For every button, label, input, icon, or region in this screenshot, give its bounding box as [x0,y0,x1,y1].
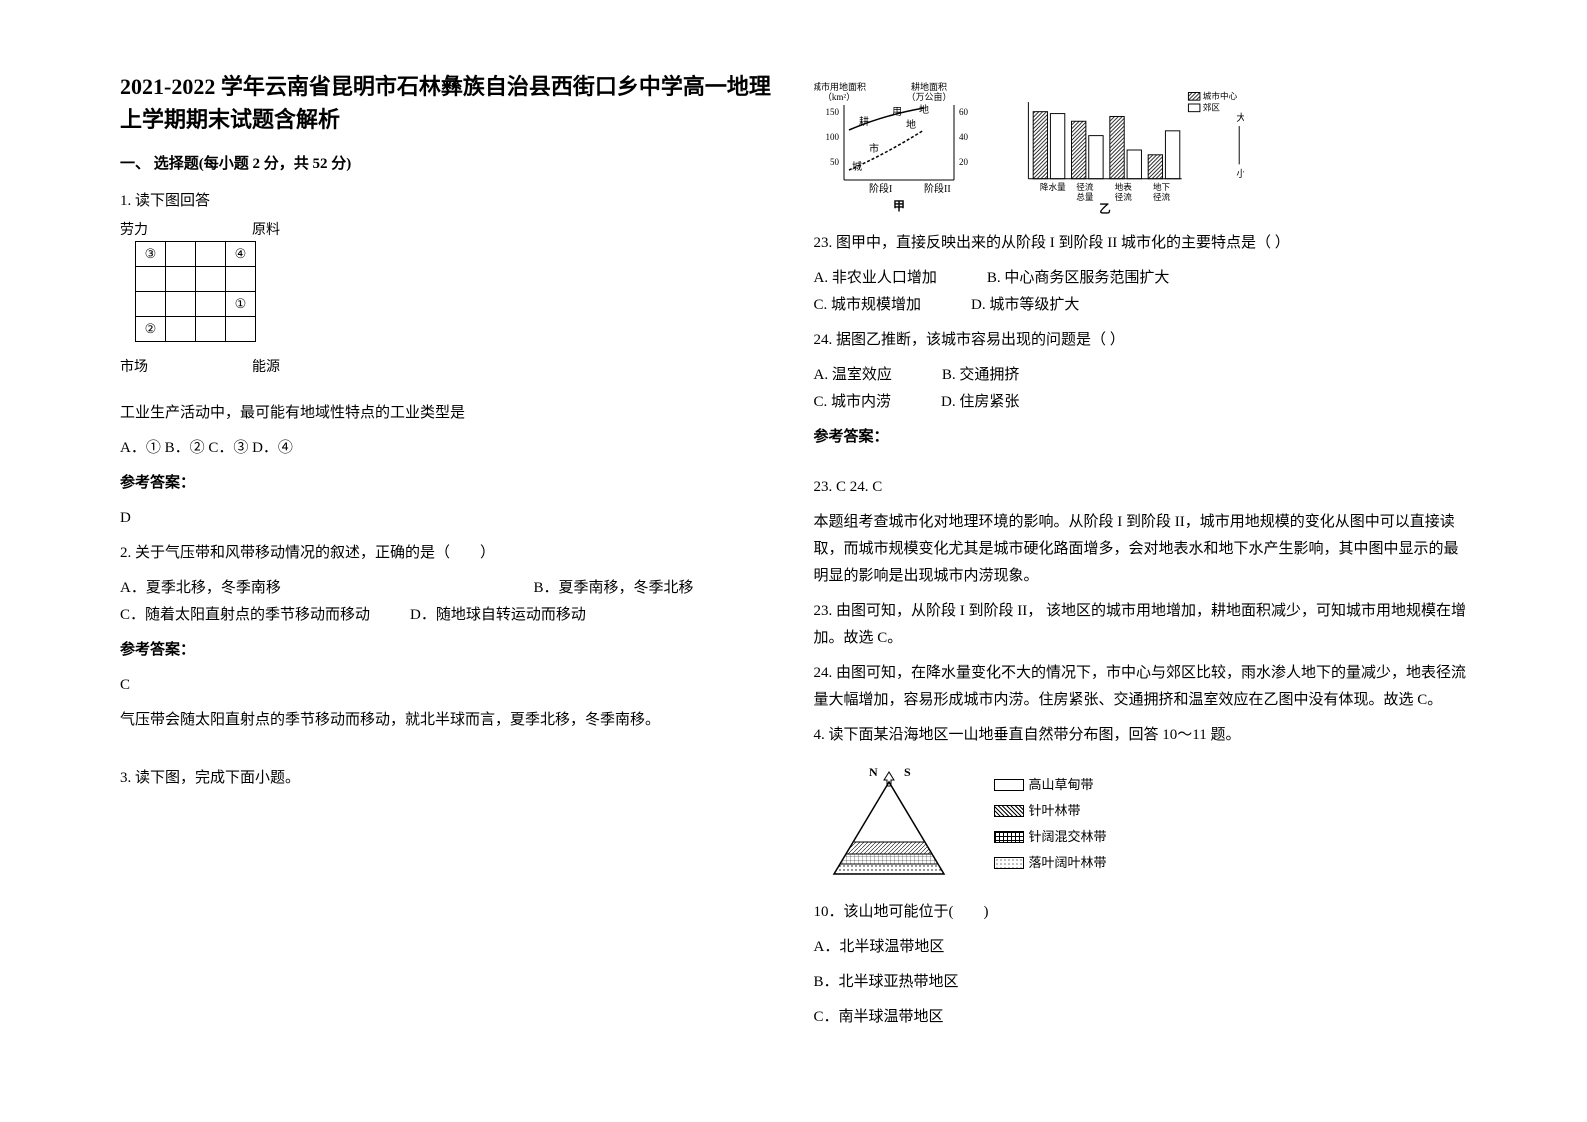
q23-optA: A. 非农业人口增加 [814,265,937,292]
svg-text:N: N [869,765,878,779]
svg-text:地: 地 [919,103,929,116]
q1-label-bottomright: 能源 [252,355,280,380]
q10-optC: C．南半球温带地区 [814,1004,1468,1031]
svg-text:（km²）: （km²） [822,92,854,102]
q2-prompt: 2. 关于气压带和风带移动情况的叙述，正确的是（ ） [120,540,774,567]
svg-text:城: 城 [852,161,862,173]
q10-optB: B．北半球亚热带地区 [814,969,1468,996]
q10-prompt: 10．该山地可能位于( ) [814,899,1468,926]
q1-answer-label: 参考答案： [120,470,774,497]
q24-optA: A. 温室效应 [814,362,892,389]
q1-diagram: 劳力 原料 ③④ ① ② 市场 能源 [120,223,280,362]
mountain-legend: 高山草甸带 针叶林带 针阔混交林带 落叶阔叶林带 [994,772,1107,876]
svg-text:大: 大 [1236,112,1244,124]
svg-text:降水量: 降水量 [1039,181,1065,192]
q4-prompt: 4. 读下面某沿海地区一山地垂直自然带分布图，回答 10～11 题。 [814,722,1468,749]
q24-optC: C. 城市内涝 [814,389,892,416]
q24-optB: B. 交通拥挤 [942,362,1020,389]
q23-optD: D. 城市等级扩大 [971,292,1079,319]
charts-container: 城市用地面积 （km²） 耕地面积 （万公亩） 150 100 50 60 40… [814,80,1468,220]
right-column: 城市用地面积 （km²） 耕地面积 （万公亩） 150 100 50 60 40… [794,70,1488,1052]
q1-label-bottomleft: 市场 [120,355,148,380]
chart-jia: 城市用地面积 （km²） 耕地面积 （万公亩） 150 100 50 60 40… [814,80,984,220]
cell-1: ① [226,292,256,317]
left-column: 2021-2022 学年云南省昆明市石林彝族自治县西街口乡中学高一地理上学期期末… [100,70,794,1052]
q10-optA: A．北半球温带地区 [814,934,1468,961]
q23-prompt: 23. 图甲中，直接反映出来的从阶段 I 到阶段 II 城市化的主要特点是（ ） [814,230,1468,257]
document-title: 2021-2022 学年云南省昆明市石林彝族自治县西街口乡中学高一地理上学期期末… [120,70,774,136]
svg-text:乙: 乙 [1099,202,1111,215]
q24-prompt: 24. 据图乙推断，该城市容易出现的问题是（ ） [814,327,1468,354]
svg-text:总量: 总量 [1076,191,1094,202]
svg-text:S: S [904,765,911,779]
legend-1: 高山草甸带 [1029,772,1094,798]
svg-text:地表: 地表 [1114,181,1132,192]
q1-options: A．① B．② C．③ D．④ [120,435,774,462]
svg-text:阶段II: 阶段II [924,182,951,195]
svg-text:50: 50 [830,157,840,167]
svg-text:径流: 径流 [1152,191,1170,202]
exp-para1: 本题组考查城市化对地理环境的影响。从阶段 I 到阶段 II，城市用地规模的变化从… [814,509,1468,590]
legend-2: 针叶林带 [1029,798,1081,824]
q2-optD: D．随地球自转运动而移动 [410,602,586,629]
q23-optB: B. 中心商务区服务范围扩大 [987,265,1170,292]
mountain-diagram: N S 高山草 [814,764,1468,884]
cell-3: ③ [136,242,166,267]
svg-text:径流: 径流 [1114,191,1132,202]
q1-answer: D [120,505,774,532]
cell-4: ④ [226,242,256,267]
q1-grid: ③ ④ ① ② [135,241,256,342]
svg-text:阶段I: 阶段I [869,182,892,195]
answer-label-23-24: 参考答案： [814,424,1468,451]
svg-text:甲: 甲 [892,199,904,213]
svg-text:100: 100 [825,132,839,142]
svg-text:地下: 地下 [1152,181,1170,192]
svg-text:耕: 耕 [859,115,869,128]
chart-yi: 城市中心 郊区 大 小 降水量 径流 总量 地表 径流 地下 径流 乙 [1014,80,1244,220]
svg-text:150: 150 [825,107,839,117]
q2-answer: C [120,672,774,699]
svg-text:城市用地面积: 城市用地面积 [814,81,866,92]
svg-text:（万公亩）: （万公亩） [906,91,951,102]
q2-optC: C．随着太阳直射点的季节移动而移动 [120,602,370,629]
mountain-svg: N S [814,764,974,884]
svg-text:地: 地 [906,118,916,131]
svg-text:40: 40 [959,132,969,142]
svg-text:市: 市 [869,142,879,155]
cell-2: ② [136,317,166,342]
svg-text:用: 用 [892,107,902,118]
svg-text:耕地面积: 耕地面积 [910,81,946,92]
q2-explanation: 气压带会随太阳直射点的季节移动而移动，就北半球而言，夏季北移，冬季南移。 [120,707,774,734]
svg-text:城市中心: 城市中心 [1202,90,1237,101]
svg-text:径流: 径流 [1076,181,1094,192]
q1-prompt: 1. 读下图回答 [120,188,774,215]
answer-23-24: 23. C 24. C [814,474,1468,501]
exp-para3: 24. 由图可知，在降水量变化不大的情况下，市中心与郊区比较，雨水渗人地下的量减… [814,660,1468,714]
q23-optC: C. 城市规模增加 [814,292,922,319]
legend-4: 落叶阔叶林带 [1029,850,1107,876]
q1-label-topleft: 劳力 [120,218,148,243]
q2-optB: B．夏季南移，冬季北移 [533,575,693,602]
q1-label-topright: 原料 [252,218,280,243]
q24-optD: D. 住房紧张 [941,389,1019,416]
q1-question: 工业生产活动中，最可能有地域性特点的工业类型是 [120,400,774,427]
q2-answer-label: 参考答案： [120,637,774,664]
q2-optA: A．夏季北移，冬季南移 [120,575,281,602]
exp-para2: 23. 由图可知，从阶段 I 到阶段 II， 该地区的城市用地增加，耕地面积减少… [814,598,1468,652]
svg-text:20: 20 [959,157,969,167]
svg-text:郊区: 郊区 [1202,102,1220,113]
q3-prompt: 3. 读下图，完成下面小题。 [120,765,774,792]
svg-text:小: 小 [1236,169,1244,180]
legend-3: 针阔混交林带 [1029,824,1107,850]
svg-text:60: 60 [959,107,969,117]
section-1-header: 一、 选择题(每小题 2 分，共 52 分) [120,151,774,178]
